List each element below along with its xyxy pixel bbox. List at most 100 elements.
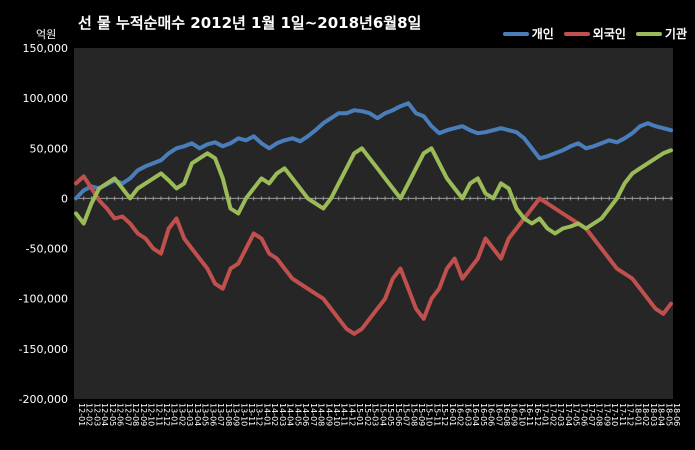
x-tick-label: 14-07 — [309, 403, 318, 426]
x-tick-label: 12-09 — [139, 403, 148, 426]
x-tick-label: 15-07 — [402, 403, 411, 426]
x-tick-label: 13-12 — [255, 403, 264, 426]
x-tick-label: 12-12 — [162, 403, 171, 426]
x-tick-label: 18-03 — [649, 403, 658, 426]
x-tick-label: 16-08 — [502, 403, 511, 426]
x-tick-label: 16-09 — [510, 403, 519, 426]
x-tick-label: 13-01 — [170, 403, 179, 426]
x-tick-label: 12-08 — [131, 403, 140, 426]
x-tick-label: 13-05 — [201, 403, 210, 426]
plot-background — [74, 48, 673, 399]
x-tick-label: 17-08 — [595, 403, 604, 426]
x-tick-label: 14-11 — [340, 403, 349, 426]
x-tick-label: 14-09 — [324, 403, 333, 426]
x-tick-label: 15-02 — [363, 403, 372, 426]
x-tick-label: 15-06 — [394, 403, 403, 426]
x-tick-label: 16-04 — [471, 403, 480, 426]
legend-item-individual: 개인 — [502, 25, 554, 42]
x-tick-label: 14-12 — [347, 403, 356, 426]
x-tick-label: 12-05 — [108, 403, 117, 426]
x-tick-label: 17-05 — [572, 403, 581, 426]
legend-label-individual: 개인 — [531, 27, 554, 41]
y-tick-label: -200,000 — [19, 393, 68, 406]
x-tick-label: 13-06 — [208, 403, 217, 426]
x-tick-label: 12-11 — [154, 403, 163, 426]
y-tick-label: 0 — [61, 192, 68, 205]
x-tick-label: 18-05 — [664, 403, 673, 426]
x-tick-label: 15-11 — [432, 403, 441, 426]
x-tick-label: 15-01 — [355, 403, 364, 426]
x-tick-label: 15-04 — [378, 403, 387, 426]
x-tick-label: 16-03 — [463, 403, 472, 426]
y-tick-label: 150,000 — [23, 42, 69, 55]
x-tick-label: 16-06 — [487, 403, 496, 426]
legend-swatch-individual — [502, 31, 529, 36]
x-tick-label: 17-12 — [626, 403, 635, 426]
legend: 개인 외국인 기관 — [502, 25, 687, 42]
chart-title: 선 물 누적순매수 2012년 1월 1일~2018년6월8일 — [78, 14, 422, 32]
x-tick-label: 17-06 — [579, 403, 588, 426]
x-tick-label: 17-11 — [618, 403, 627, 426]
y-tick-label: 50,000 — [30, 142, 69, 155]
x-tick-label: 14-03 — [278, 403, 287, 426]
x-tick-label: 16-07 — [494, 403, 503, 426]
x-tick-label: 13-08 — [224, 403, 233, 426]
x-tick-label: 14-04 — [286, 403, 295, 426]
x-tick-label: 17-02 — [548, 403, 557, 426]
legend-item-institution: 기관 — [635, 25, 687, 42]
x-tick-label: 16-11 — [525, 403, 534, 426]
x-tick-label: 13-10 — [239, 403, 248, 426]
x-tick-label: 12-03 — [92, 403, 101, 426]
x-tick-label: 17-01 — [541, 403, 550, 426]
x-axis: 12-0112-0212-0312-0412-0512-0612-0712-08… — [75, 196, 681, 426]
x-tick-label: 13-03 — [185, 403, 194, 426]
x-tick-label: 12-02 — [85, 403, 94, 426]
x-tick-label: 14-10 — [332, 403, 341, 426]
x-tick-label: 18-01 — [633, 403, 642, 426]
y-axis-unit: 억원 — [36, 28, 57, 41]
x-tick-label: 18-02 — [641, 403, 650, 426]
x-tick-label: 14-01 — [262, 403, 271, 426]
y-tick-label: -150,000 — [19, 343, 68, 356]
x-tick-label: 18-04 — [657, 403, 666, 426]
legend-swatch-foreign — [563, 31, 590, 36]
x-tick-label: 12-01 — [77, 403, 86, 426]
x-tick-label: 15-12 — [440, 403, 449, 426]
x-tick-label: 12-04 — [100, 403, 109, 426]
x-tick-label: 12-07 — [123, 403, 132, 426]
x-tick-label: 17-03 — [556, 403, 565, 426]
x-tick-label: 15-09 — [417, 403, 426, 426]
x-tick-label: 14-02 — [270, 403, 279, 426]
x-tick-label: 15-10 — [425, 403, 434, 426]
x-tick-label: 12-06 — [116, 403, 125, 426]
x-tick-label: 16-12 — [533, 403, 542, 426]
x-tick-label: 15-08 — [409, 403, 418, 426]
series-foreign-line — [74, 174, 673, 336]
x-tick-label: 12-10 — [147, 403, 156, 426]
y-tick-label: 100,000 — [23, 92, 69, 105]
x-tick-label: 16-02 — [456, 403, 465, 426]
y-axis: 150,000 100,000 50,000 0 -50,000 -100,000 -150… — [19, 42, 673, 406]
series-individual-line — [74, 101, 673, 201]
x-tick-label: 14-05 — [293, 403, 302, 426]
legend-swatch-institution — [635, 31, 662, 36]
x-tick-label: 18-06 — [672, 403, 681, 426]
legend-item-foreign: 외국인 — [563, 25, 626, 42]
x-tick-label: 16-01 — [448, 403, 457, 426]
x-tick-label: 13-04 — [193, 403, 202, 426]
y-tick-label: -100,000 — [19, 293, 68, 306]
legend-label-institution: 기관 — [664, 27, 687, 41]
x-tick-label: 16-05 — [479, 403, 488, 426]
x-tick-label: 15-05 — [386, 403, 395, 426]
series-layer — [74, 101, 673, 336]
legend-label-foreign: 외국인 — [592, 27, 626, 41]
series-institution-line — [74, 146, 673, 236]
x-tick-label: 14-08 — [317, 403, 326, 426]
x-tick-label: 14-06 — [301, 403, 310, 426]
x-tick-label: 17-04 — [564, 403, 573, 426]
x-tick-label: 13-09 — [232, 403, 241, 426]
x-tick-label: 13-02 — [177, 403, 186, 426]
x-tick-label: 17-10 — [610, 403, 619, 426]
